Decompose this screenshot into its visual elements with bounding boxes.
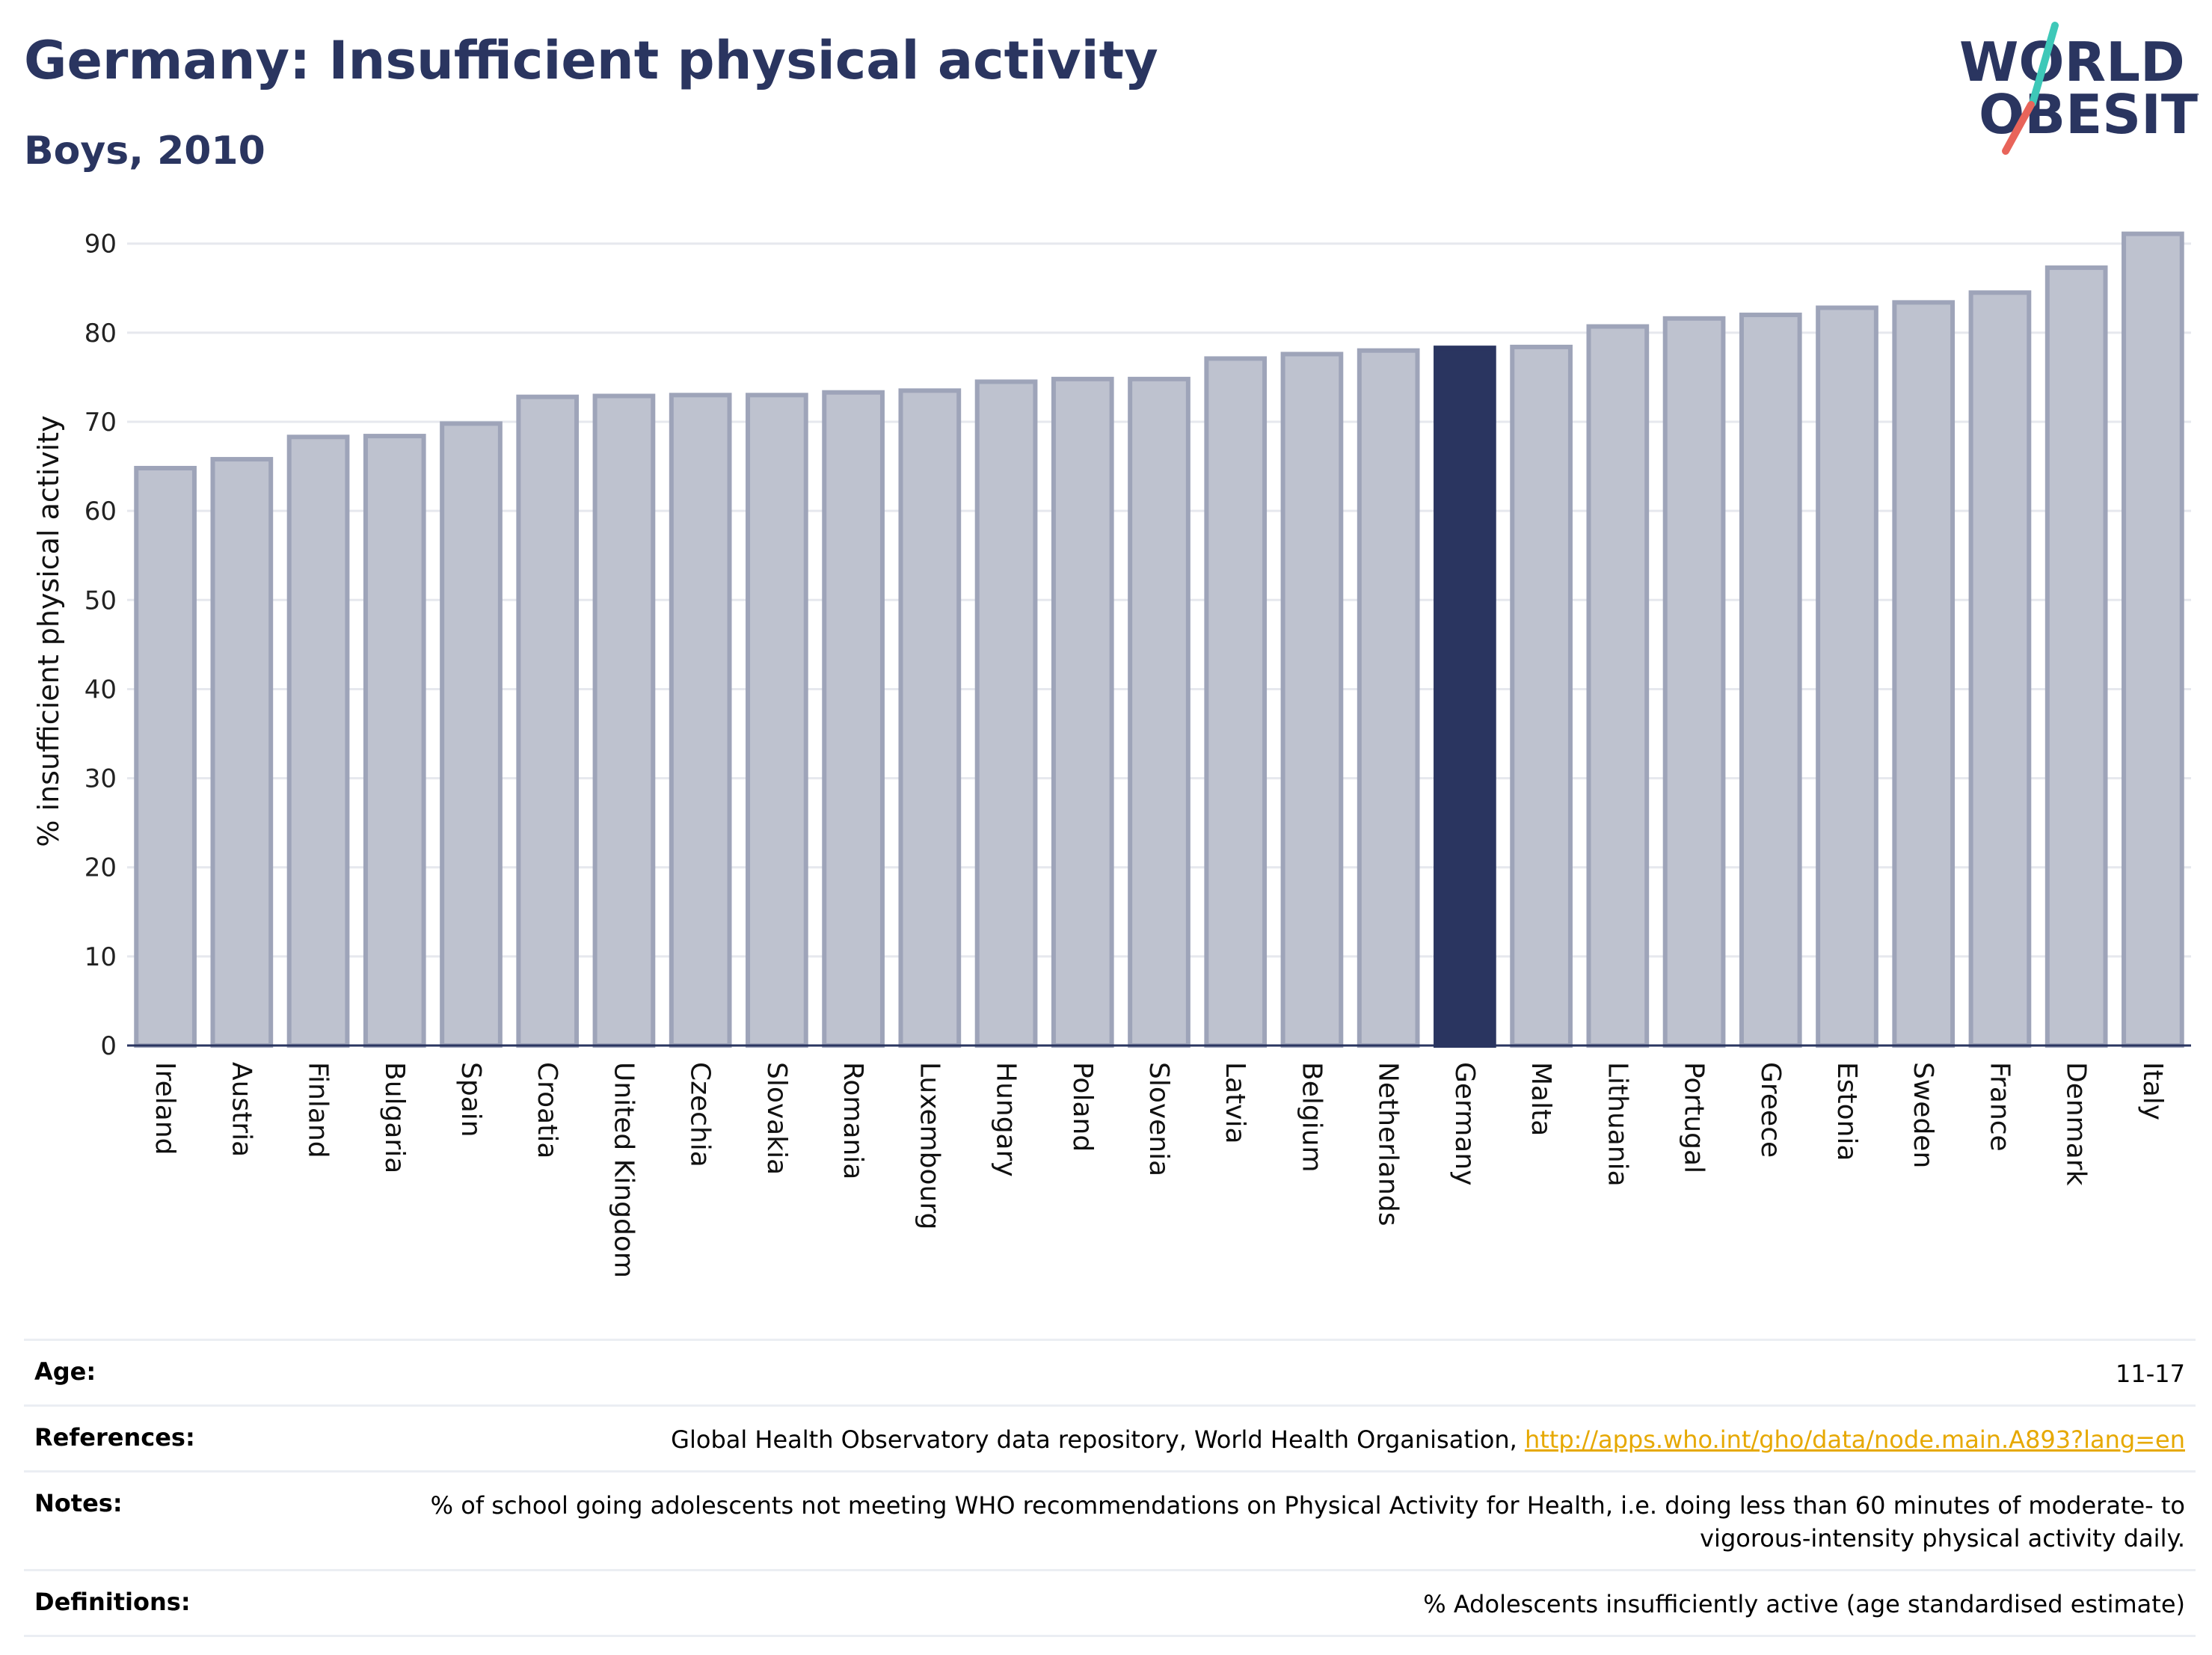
x-tick-label: Romania (838, 1062, 868, 1179)
bar (974, 379, 1038, 1048)
bar (1510, 344, 1573, 1048)
page-title: Germany: Insufficient physical activity (24, 30, 1158, 91)
x-tick-label: Czechia (685, 1062, 716, 1167)
bar (1586, 324, 1650, 1048)
references-text: Global Health Observatory data repositor… (671, 1425, 1525, 1454)
y-tick-label: 30 (85, 764, 117, 794)
x-tick-label: United Kingdom (608, 1062, 639, 1278)
x-tick-label: Malta (1526, 1062, 1556, 1136)
bar (363, 434, 426, 1048)
y-tick-label: 80 (85, 319, 117, 348)
bar (898, 388, 962, 1048)
bar (1357, 348, 1420, 1048)
x-tick-label: Denmark (2061, 1062, 2092, 1186)
x-tick-label: Austria (226, 1062, 256, 1157)
x-tick-label: Finland (303, 1062, 334, 1158)
x-tick-label: Italy (2137, 1062, 2168, 1120)
bar (1128, 376, 1191, 1048)
world-obesity-logo: WORLD OBESITY (1959, 22, 2199, 155)
x-tick-label: Lithuania (1602, 1062, 1632, 1187)
meta-definitions-label: Definitions: (34, 1588, 191, 1617)
bar (1816, 305, 1878, 1048)
x-tick-label: Hungary (991, 1062, 1021, 1177)
meta-notes-value: % of school going adolescents not meetin… (430, 1490, 2185, 1553)
x-tick-label: Spain (455, 1062, 486, 1137)
bar (746, 393, 808, 1048)
x-tick-label: France (1984, 1062, 2015, 1152)
x-tick-label: Portugal (1679, 1062, 1709, 1173)
x-tick-label: Sweden (1908, 1062, 1938, 1168)
x-tick-label: Slovakia (761, 1062, 792, 1175)
meta-age-label: Age: (34, 1357, 96, 1386)
bar (1434, 346, 1496, 1048)
bar (1968, 290, 2032, 1048)
page-subtitle: Boys, 2010 (24, 129, 265, 174)
references-link[interactable]: http://apps.who.int/gho/data/node.main.A… (1524, 1425, 2185, 1454)
x-tick-label: Luxembourg (914, 1062, 944, 1229)
meta-row-age: Age: 11-17 (24, 1339, 2196, 1404)
meta-references-label: References: (34, 1422, 195, 1452)
meta-references-value: Global Health Observatory data repositor… (671, 1423, 2185, 1457)
metadata-table: Age: 11-17 References: Global Health Obs… (24, 1339, 2196, 1637)
bar (2044, 265, 2108, 1048)
meta-definitions-value: % Adolescents insufficiently active (age… (1423, 1590, 2185, 1619)
logo-line1: WORLD (1959, 31, 2185, 93)
x-tick-label: Ireland (150, 1062, 180, 1155)
x-tick-label: Germany (1449, 1062, 1480, 1185)
bar (1662, 316, 1726, 1048)
bar (822, 390, 885, 1048)
x-tick-label: Latvia (1220, 1062, 1250, 1144)
bar (592, 393, 656, 1048)
bar (516, 394, 580, 1048)
bar (1892, 300, 1956, 1048)
meta-row-definitions: Definitions: % Adolescents insufficientl… (24, 1569, 2196, 1637)
bar (286, 435, 350, 1048)
bar (210, 457, 274, 1048)
logo-slash-top (2029, 22, 2059, 107)
bar (440, 421, 503, 1048)
bar (2122, 231, 2184, 1048)
logo-slash-bottom (2002, 101, 2035, 155)
y-tick-label: 20 (85, 853, 117, 883)
bar (1204, 356, 1268, 1048)
meta-row-references: References: Global Health Observatory da… (24, 1404, 2196, 1470)
y-tick-label: 70 (85, 408, 117, 437)
x-tick-label: Greece (1755, 1062, 1786, 1158)
y-tick-label: 0 (100, 1031, 117, 1061)
x-tick-label: Slovenia (1143, 1062, 1174, 1176)
y-tick-label: 60 (85, 497, 117, 526)
y-tick-label: 40 (85, 675, 117, 704)
x-tick-label: Poland (1067, 1062, 1098, 1152)
meta-notes-label: Notes: (34, 1488, 123, 1517)
y-tick-label: 50 (85, 586, 117, 615)
bar (1739, 313, 1802, 1048)
x-tick-label: Belgium (1296, 1062, 1327, 1173)
y-tick-label: 10 (85, 942, 117, 972)
meta-row-notes: Notes: % of school going adolescents not… (24, 1470, 2196, 1570)
bar (669, 393, 732, 1048)
bar (1280, 351, 1344, 1048)
x-tick-label: Netherlands (1373, 1062, 1404, 1226)
x-tick-label: Bulgaria (379, 1062, 410, 1173)
bar (134, 465, 197, 1048)
y-tick-label: 90 (85, 230, 117, 260)
bar (1051, 376, 1114, 1048)
bar-chart: 0 10 20 30 40 50 60 70 80 90 % insufficient physic… (32, 230, 2191, 1278)
x-tick-label: Estonia (1831, 1062, 1862, 1161)
meta-age-value: 11-17 (2116, 1360, 2185, 1388)
x-tick-label: Croatia (532, 1062, 562, 1158)
y-axis-title: % insufficient physical activity (32, 415, 65, 847)
